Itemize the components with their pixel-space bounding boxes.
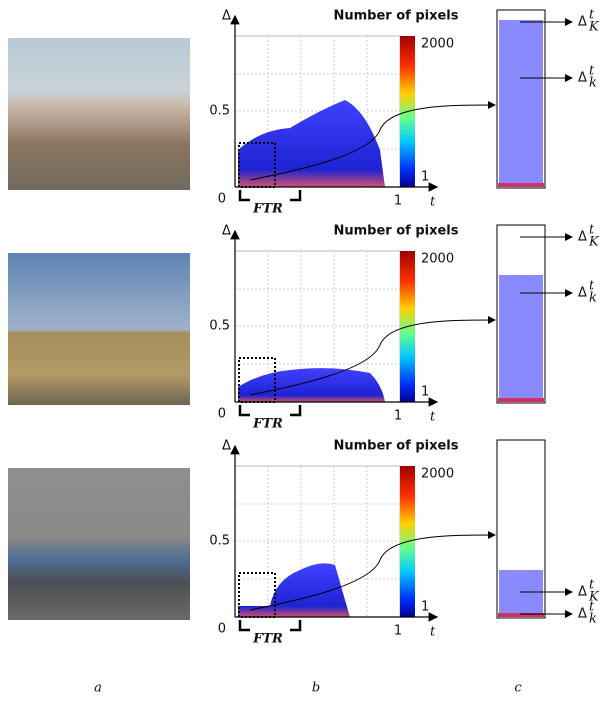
photo (8, 38, 190, 190)
label-sub: K (588, 20, 600, 35)
label-base: Δ (578, 286, 587, 301)
colorbar-tick: 1 (421, 170, 429, 185)
colorbar-title: Number of pixels (333, 9, 458, 24)
colorbar-tick: 1 (421, 600, 429, 615)
x-tick-label: 1 (394, 624, 402, 639)
label-sup: t (589, 578, 595, 593)
x-tick-label: 1 (394, 194, 402, 209)
x-axis-label: t (430, 410, 436, 425)
y-tick-label: 0 (218, 407, 226, 422)
label-sup: t (589, 223, 595, 238)
region-label: FTR (252, 632, 283, 647)
label-sub: K (588, 590, 600, 605)
label-sub: k (589, 76, 597, 91)
y-tick-label: 0.5 (209, 104, 230, 119)
zoom-connector (249, 101, 496, 181)
label-base: Δ (578, 15, 587, 30)
label-base: Δ (578, 585, 587, 600)
ftr-box (238, 142, 276, 188)
y-axis-label: Δ (222, 439, 231, 454)
label-base: Δ (578, 230, 587, 245)
x-axis-label: t (430, 195, 436, 210)
label-base: Δ (578, 607, 587, 622)
label-sub: K (588, 235, 600, 250)
y-tick-label: 0.5 (209, 534, 230, 549)
zoom-points (499, 275, 543, 399)
ftr-bracket (238, 620, 302, 632)
column-label: c (514, 681, 522, 696)
colorbar-tick: 1 (421, 385, 429, 400)
column-label: b (312, 681, 320, 696)
ftr-box (238, 357, 276, 403)
colorbar-title: Number of pixels (333, 224, 458, 239)
colorbar-title: Number of pixels (333, 439, 458, 454)
colorbar-tick: 2000 (421, 467, 454, 482)
zoom-floor (498, 183, 544, 187)
ftr-bracket (238, 190, 302, 202)
colorbar-tick: 2000 (421, 252, 454, 267)
photo (8, 468, 190, 620)
y-axis-label: Δ (222, 9, 231, 24)
column-label: a (94, 681, 102, 696)
y-axis-label: Δ (222, 224, 231, 239)
label-base: Δ (578, 71, 587, 86)
label-sub: k (589, 291, 597, 306)
x-tick-label: 1 (394, 409, 402, 424)
photo (8, 253, 190, 405)
region-label: FTR (252, 202, 283, 217)
zoom-floor (498, 613, 544, 617)
label-sup: t (589, 8, 595, 23)
y-tick-label: 0.5 (209, 319, 230, 334)
region-label: FTR (252, 417, 283, 432)
zoom-points (499, 20, 543, 184)
y-tick-label: 0 (218, 622, 226, 637)
zoom-floor (498, 398, 544, 402)
colorbar-tick: 2000 (421, 37, 454, 52)
x-axis-label: t (430, 625, 436, 640)
scatter-density (238, 368, 385, 402)
label-sup: t (589, 600, 595, 615)
ftr-box (238, 572, 276, 618)
y-tick-label: 0 (218, 192, 226, 207)
scatter-density (238, 100, 385, 187)
label-sub: k (589, 612, 597, 627)
label-sup: t (589, 279, 595, 294)
scatter-density (238, 563, 350, 617)
zoom-connector (249, 531, 496, 611)
ftr-bracket (238, 405, 302, 417)
zoom-connector (249, 316, 496, 396)
label-sup: t (589, 64, 595, 79)
